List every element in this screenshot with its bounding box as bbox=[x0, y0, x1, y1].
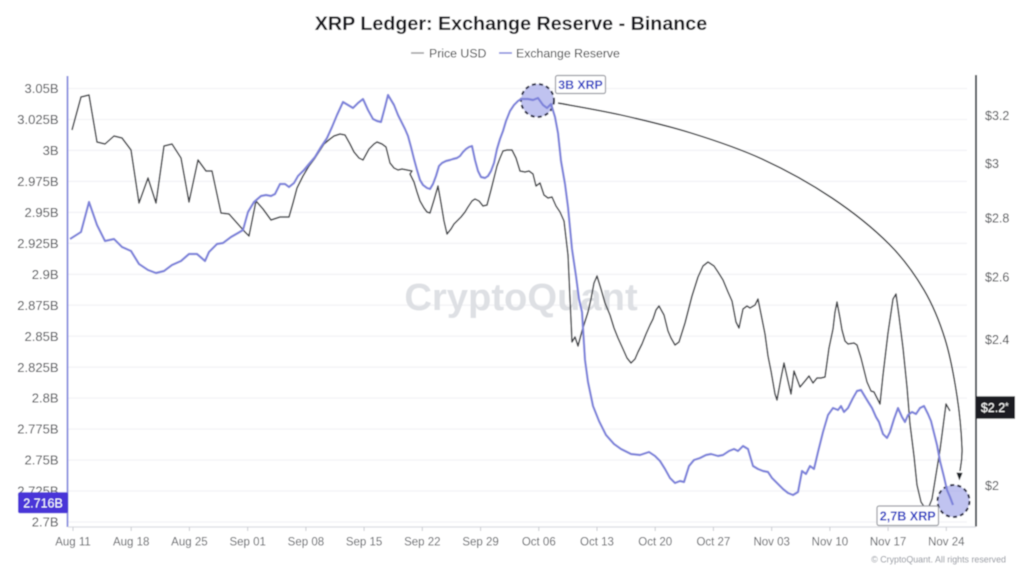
svg-text:Oct 20: Oct 20 bbox=[638, 537, 672, 549]
svg-text:$2.8: $2.8 bbox=[985, 212, 1009, 226]
svg-text:3B: 3B bbox=[43, 143, 59, 158]
svg-text:Aug 25: Aug 25 bbox=[171, 537, 207, 549]
svg-text:Nov 03: Nov 03 bbox=[753, 537, 789, 549]
svg-text:2.825B: 2.825B bbox=[17, 360, 58, 375]
svg-text:Sep 22: Sep 22 bbox=[404, 537, 440, 549]
svg-text:2.8B: 2.8B bbox=[32, 391, 59, 406]
svg-text:3B XRP: 3B XRP bbox=[558, 78, 602, 92]
svg-text:$2.2: $2.2 bbox=[981, 401, 1005, 415]
svg-text:$2.6: $2.6 bbox=[985, 271, 1009, 285]
svg-text:Aug 11: Aug 11 bbox=[55, 537, 91, 549]
svg-text:3.05B: 3.05B bbox=[25, 81, 59, 96]
svg-text:Nov 17: Nov 17 bbox=[870, 537, 906, 549]
svg-text:Price USD: Price USD bbox=[429, 46, 487, 60]
svg-text:XRP Ledger: Exchange Reserve -: XRP Ledger: Exchange Reserve - Binance bbox=[315, 13, 707, 35]
svg-text:2.716B: 2.716B bbox=[23, 496, 63, 510]
svg-text:Exchange Reserve: Exchange Reserve bbox=[516, 46, 620, 60]
svg-text:2.7B: 2.7B bbox=[32, 515, 59, 530]
svg-text:2.925B: 2.925B bbox=[17, 236, 58, 251]
svg-text:© CryptoQuant. All rights rese: © CryptoQuant. All rights reserved bbox=[871, 555, 1006, 565]
svg-text:Sep 29: Sep 29 bbox=[462, 537, 498, 549]
svg-text:Nov 10: Nov 10 bbox=[812, 537, 848, 549]
svg-text:Nov 24: Nov 24 bbox=[928, 537, 965, 549]
svg-text:2.75B: 2.75B bbox=[25, 453, 59, 468]
svg-text:Sep 08: Sep 08 bbox=[288, 537, 324, 549]
svg-text:$3.2: $3.2 bbox=[985, 109, 1009, 123]
svg-text:$2: $2 bbox=[985, 479, 999, 493]
svg-text:*: * bbox=[1005, 401, 1009, 413]
svg-text:$2.4: $2.4 bbox=[985, 333, 1009, 347]
svg-text:2.95B: 2.95B bbox=[25, 205, 59, 220]
svg-text:2.775B: 2.775B bbox=[17, 422, 58, 437]
svg-text:2.9B: 2.9B bbox=[32, 267, 59, 282]
svg-text:2.875B: 2.875B bbox=[17, 298, 58, 313]
svg-text:3.025B: 3.025B bbox=[17, 112, 58, 127]
svg-text:Oct 13: Oct 13 bbox=[580, 537, 614, 549]
svg-text:2.85B: 2.85B bbox=[25, 329, 59, 344]
svg-text:$3: $3 bbox=[985, 157, 999, 171]
svg-text:Oct 27: Oct 27 bbox=[696, 537, 730, 549]
svg-text:Sep 01: Sep 01 bbox=[229, 537, 265, 549]
svg-text:Oct 06: Oct 06 bbox=[522, 537, 556, 549]
svg-text:Sep 15: Sep 15 bbox=[346, 537, 382, 549]
svg-text:2,7B XRP: 2,7B XRP bbox=[880, 510, 936, 524]
svg-text:Aug 18: Aug 18 bbox=[113, 537, 149, 549]
svg-text:2.975B: 2.975B bbox=[17, 174, 58, 189]
